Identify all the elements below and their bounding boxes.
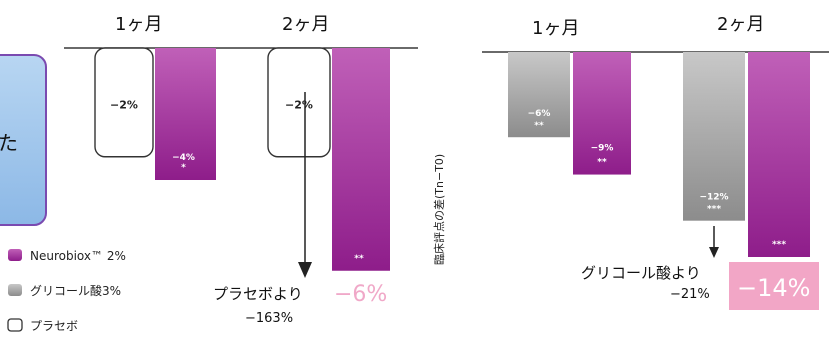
bar-neurobiox-mark-2: **: [354, 254, 364, 264]
bar-glycolic-mark-2: ***: [707, 205, 721, 215]
left-period-1: 1ヶ月: [115, 14, 162, 35]
right-period-1: 1ヶ月: [532, 18, 579, 39]
right-big-box: [729, 262, 819, 310]
bar-neurobiox-right-mark-2: ***: [772, 240, 786, 250]
bar-placebo-label-2: −2%: [285, 98, 313, 111]
bar-neurobiox-1: [155, 48, 216, 180]
y-axis-label: 臨床評点の差(Tn−T0): [432, 154, 446, 265]
side-box: [0, 54, 47, 226]
bar-neurobiox-right-1: [573, 52, 631, 175]
left-note-line2: −163%: [245, 311, 293, 326]
left-period-2: 2ヶ月: [282, 14, 329, 35]
right-note-line2: −21%: [670, 287, 710, 302]
bar-neurobiox-right-label-1: −9%: [591, 144, 614, 154]
bar-placebo-label-1: −2%: [110, 98, 138, 111]
right-big-percentage: −14%: [737, 274, 810, 302]
bar-placebo-2: [267, 47, 331, 158]
right-period-2: 2ヶ月: [717, 14, 764, 35]
left-note-line1: プラセボより: [213, 285, 303, 303]
left-chart: 1ヶ月 2ヶ月 −2% −4%* −2% ** プラセボより −163% −6%: [64, 14, 418, 326]
bar-placebo-1: [94, 47, 154, 158]
bar-neurobiox-right-2: [748, 52, 810, 257]
bar-neurobiox-label-1: −4%: [172, 153, 195, 163]
legend: Neurobiox™ 2% グリコール酸3% プラセボ: [7, 249, 126, 333]
bar-neurobiox-mark-1: *: [181, 163, 186, 173]
bar-glycolic-label-1: −6%: [528, 109, 551, 119]
bar-neurobiox-2: [332, 48, 390, 271]
legend-label-glycolic: グリコール酸3%: [30, 283, 121, 298]
legend-swatch-placebo: [7, 318, 23, 332]
bar-neurobiox-right-mark-1: **: [597, 158, 607, 168]
legend-swatch-neurobiox: [8, 249, 22, 261]
bar-glycolic-label-2: −12%: [699, 193, 728, 203]
right-note-line1: グリコール酸より: [581, 264, 701, 282]
side-box-text: た: [0, 131, 18, 155]
bar-glycolic-1: [508, 52, 570, 138]
left-arrow-head: [298, 262, 312, 278]
bar-glycolic-2: [683, 52, 745, 221]
right-arrow-head: [709, 247, 719, 258]
bar-glycolic-mark-1: **: [534, 121, 544, 131]
legend-label-placebo: プラセボ: [30, 319, 78, 333]
right-chart: 1ヶ月 2ヶ月 −6% ** −9% ** −12% *** *** グリコール酸より −2…: [482, 14, 829, 310]
legend-swatch-glycolic: [8, 284, 22, 296]
left-big-percentage: −6%: [334, 282, 387, 307]
legend-label-neurobiox: Neurobiox™ 2%: [30, 249, 126, 263]
